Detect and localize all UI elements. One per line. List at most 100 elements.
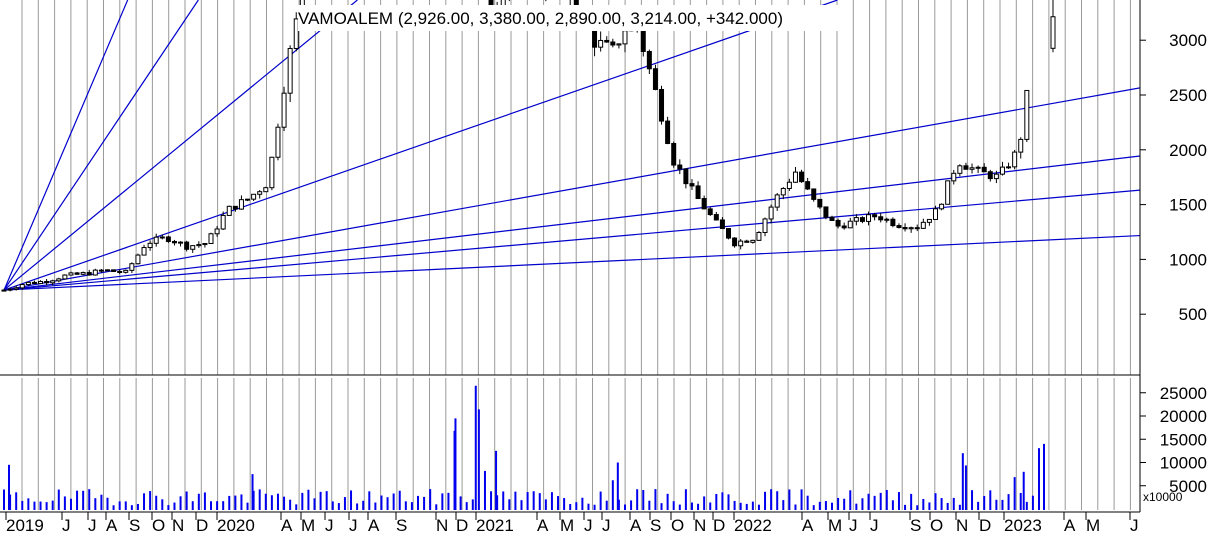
time-tick-label: 2022 xyxy=(734,516,772,535)
time-tick-label: M xyxy=(560,516,574,535)
candle-body xyxy=(622,30,628,45)
candle-body xyxy=(7,288,13,291)
candle-body xyxy=(245,198,251,201)
candle-body xyxy=(141,247,147,256)
price-tick-label: 1000 xyxy=(1169,250,1207,269)
gann-fan-line xyxy=(3,155,1141,291)
volume-tick-label: 5000 xyxy=(1169,477,1207,496)
candle-body xyxy=(811,188,817,200)
time-tick-label: S xyxy=(650,516,661,535)
candle-body xyxy=(768,206,774,220)
time-tick-label: D xyxy=(196,516,208,535)
time-tick-label: M xyxy=(301,516,315,535)
candle-body xyxy=(105,269,110,272)
candle-body xyxy=(251,193,257,200)
volume-tick-label: 15000 xyxy=(1160,430,1207,449)
candle-body xyxy=(287,47,293,94)
candle-body xyxy=(153,236,159,244)
candle-body xyxy=(123,269,129,273)
candle-body xyxy=(872,214,878,218)
gann-fan-line xyxy=(3,87,1141,291)
candle-body xyxy=(214,228,220,235)
candle-body xyxy=(823,206,829,218)
time-tick-label: A xyxy=(106,516,118,535)
time-tick-label: O xyxy=(671,516,684,535)
time-tick-label: D xyxy=(979,516,991,535)
candle-body xyxy=(945,180,951,205)
time-tick-label: M xyxy=(828,516,842,535)
candle-body xyxy=(598,39,604,48)
time-tick-label: D xyxy=(456,516,468,535)
candle-body xyxy=(914,227,920,230)
time-axis: 2019 J J A S O N D 2020 A M J J A S N D 2021 A M J J A S O N D 2022… xyxy=(5,512,1139,535)
candle-body xyxy=(750,239,756,243)
candle-body xyxy=(56,278,62,282)
chart-title: VAMOALEM (2,926.00, 3,380.00, 2,890.00, … xyxy=(298,9,783,28)
candle-body xyxy=(68,272,74,276)
candle-body xyxy=(920,221,926,229)
candle-body xyxy=(238,199,244,210)
candle-body-last xyxy=(1050,16,1056,49)
time-tick-label: N xyxy=(956,516,968,535)
time-tick-label: J xyxy=(62,516,71,535)
price-axis: 5001000150020002500300035004000450050005… xyxy=(1140,31,1207,324)
time-tick-label: N xyxy=(694,516,706,535)
candle-body xyxy=(1006,166,1012,169)
candle-body xyxy=(592,29,598,48)
time-tick-label: A xyxy=(1064,516,1076,535)
candle-body xyxy=(999,166,1005,175)
candle-body xyxy=(884,218,890,221)
candle-body xyxy=(1012,151,1018,168)
candle-body xyxy=(616,43,622,46)
candle-body xyxy=(841,225,847,229)
price-tick-label: 2000 xyxy=(1169,141,1207,160)
candle-body xyxy=(135,254,141,265)
candle-body xyxy=(975,166,981,169)
candle-body xyxy=(184,241,190,250)
candle-body xyxy=(677,164,683,170)
candle-body xyxy=(98,269,104,272)
candle-body xyxy=(652,68,658,90)
candle-body xyxy=(159,236,165,239)
candle-body xyxy=(847,220,853,229)
candle-body xyxy=(805,181,811,190)
candle-body xyxy=(756,232,762,241)
time-tick-label: 2020 xyxy=(217,516,255,535)
price-tick-label: 2500 xyxy=(1169,86,1207,105)
candle-body xyxy=(933,208,938,220)
candle-body xyxy=(50,280,56,284)
candle-body xyxy=(269,156,275,189)
candle-body xyxy=(738,240,744,247)
candle-body xyxy=(835,219,841,227)
volume-tick-label: 20000 xyxy=(1160,407,1207,426)
volume-axis: 5000 10000 15000 20000 25000 xyxy=(1140,384,1207,496)
gann-fan-line xyxy=(3,0,129,291)
candle-body xyxy=(732,237,738,247)
time-tick-label: A xyxy=(368,516,380,535)
volume-units-label: x10000 xyxy=(1143,490,1183,504)
time-tick-label: 2021 xyxy=(476,516,514,535)
price-tick-label: 500 xyxy=(1179,305,1207,324)
candle-body xyxy=(853,217,859,222)
candle-body xyxy=(1024,89,1030,140)
candle-body xyxy=(695,185,701,200)
candle-body xyxy=(610,41,616,46)
time-tick-label: M xyxy=(1086,516,1100,535)
time-tick-label: J xyxy=(349,516,358,535)
candle-body xyxy=(829,216,835,221)
time-tick-label: J xyxy=(602,516,611,535)
volume-panel-grid xyxy=(21,378,1131,510)
candle-body xyxy=(38,280,44,285)
volume-tick-label: 10000 xyxy=(1160,454,1207,473)
candle-body xyxy=(762,218,768,234)
candle-body xyxy=(951,172,957,182)
time-tick-label: A xyxy=(630,516,642,535)
candle-body xyxy=(774,194,780,208)
candle-body xyxy=(744,240,750,243)
candle-body xyxy=(232,205,238,210)
time-tick-label: J xyxy=(849,516,858,535)
time-tick-label: O xyxy=(152,516,165,535)
time-tick-label: S xyxy=(910,516,921,535)
